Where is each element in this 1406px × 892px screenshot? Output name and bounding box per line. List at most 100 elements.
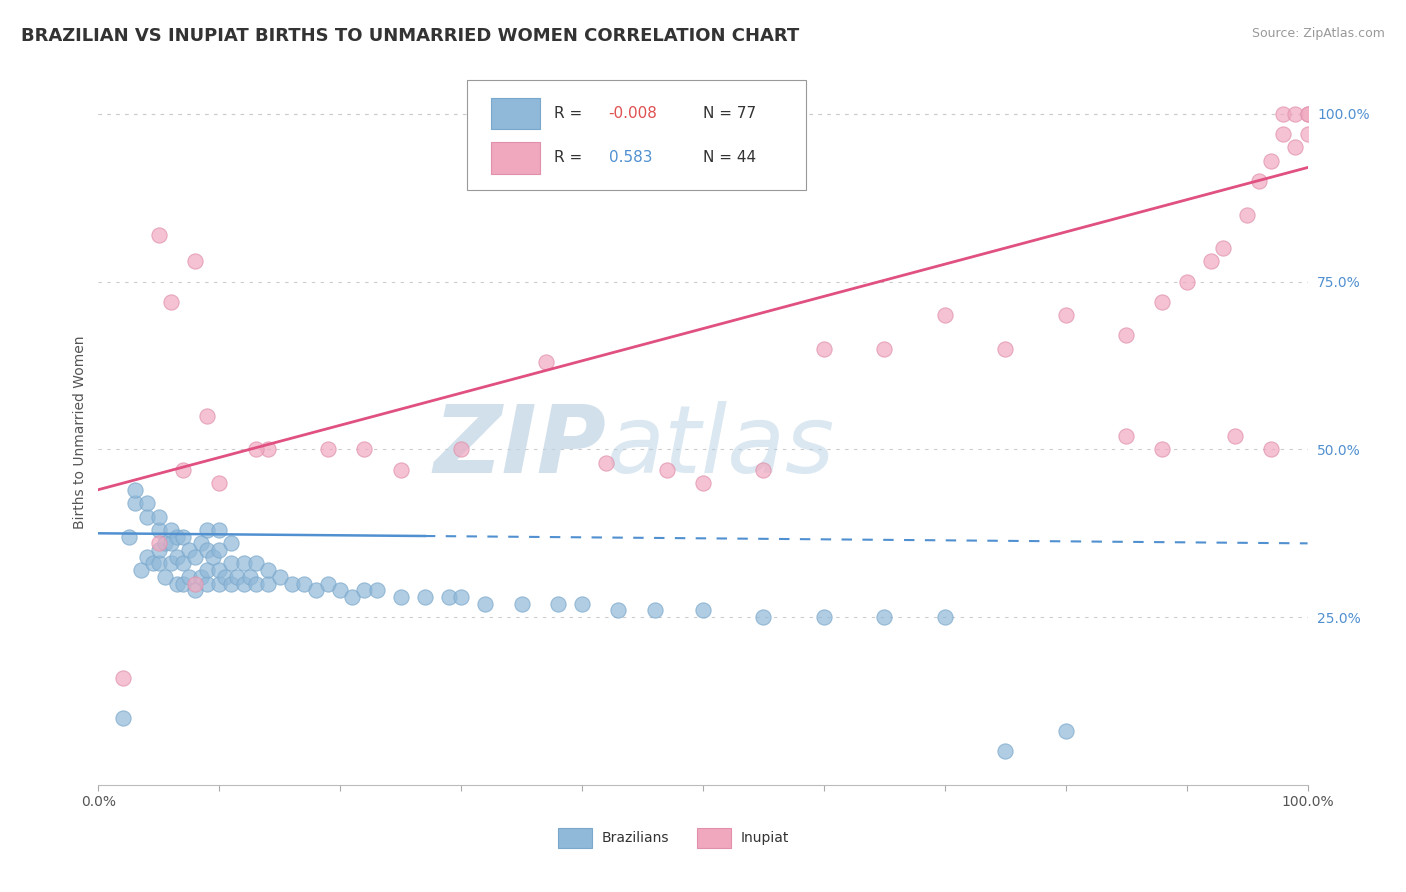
Point [256,563,278,577]
Point [148,543,170,558]
Point [208,563,231,577]
Point [172,576,194,591]
Point [692,603,714,617]
Point [1152,442,1174,457]
Point [353,442,375,457]
Point [571,597,593,611]
Point [245,442,267,457]
Point [1212,241,1234,255]
Point [644,603,666,617]
Point [1284,140,1306,154]
Point [214,570,236,584]
Point [450,442,472,457]
Point [305,583,328,598]
Point [135,509,157,524]
Point [1296,107,1319,121]
Point [1260,442,1282,457]
Point [195,576,218,591]
Text: Source: ZipAtlas.com: Source: ZipAtlas.com [1251,27,1385,40]
Point [232,557,254,571]
Text: BRAZILIAN VS INUPIAT BIRTHS TO UNMARRIED WOMEN CORRELATION CHART: BRAZILIAN VS INUPIAT BIRTHS TO UNMARRIED… [21,27,800,45]
Point [160,557,183,571]
Point [160,536,183,550]
Point [160,523,183,537]
Point [184,583,207,598]
Bar [697,828,731,847]
Point [221,536,243,550]
Point [226,570,249,584]
Point [813,342,835,356]
Point [172,462,194,476]
Point [179,543,201,558]
Point [353,583,375,598]
Point [245,576,267,591]
Point [1249,174,1271,188]
Point [166,549,188,564]
Point [934,610,956,624]
Point [1223,429,1246,443]
Point [221,576,243,591]
Point [595,456,617,470]
Point [166,530,188,544]
Point [1260,153,1282,168]
Bar [492,97,540,129]
Text: ZIP: ZIP [433,401,606,492]
Point [994,342,1017,356]
Point [148,227,170,242]
Point [1296,127,1319,141]
Point [510,597,533,611]
Point [148,536,170,550]
Point [1054,724,1077,739]
Point [202,549,225,564]
Point [281,576,304,591]
Point [1054,308,1077,322]
Point [752,610,775,624]
Point [160,294,183,309]
Point [148,509,170,524]
Point [153,536,176,550]
Text: R =: R = [554,150,588,165]
Point [316,576,339,591]
Point [190,536,212,550]
Point [329,583,352,598]
Text: Brazilians: Brazilians [602,830,669,845]
Point [111,711,134,725]
Point [195,523,218,537]
Point [166,576,188,591]
Point [1272,127,1295,141]
Point [1296,107,1319,121]
Point [873,610,896,624]
Point [111,671,134,685]
Point [752,462,775,476]
Point [221,557,243,571]
Point [172,557,194,571]
Point [692,475,714,490]
Text: N = 44: N = 44 [703,150,756,165]
Point [184,254,207,268]
Point [135,496,157,510]
Point [1115,429,1137,443]
Point [1175,275,1198,289]
Point [208,475,231,490]
Point [1152,294,1174,309]
Point [208,576,231,591]
Point [179,570,201,584]
Point [148,523,170,537]
Point [1284,107,1306,121]
Point [389,590,412,604]
Point [994,744,1017,758]
Point [873,342,896,356]
Point [389,462,412,476]
Point [1115,328,1137,343]
Point [813,610,835,624]
Point [366,583,388,598]
Point [208,523,231,537]
Point [124,483,146,497]
Point [413,590,436,604]
Text: Inupiat: Inupiat [741,830,789,845]
Bar [558,828,592,847]
Point [607,603,630,617]
Text: N = 77: N = 77 [703,106,756,121]
Point [232,576,254,591]
FancyBboxPatch shape [467,80,806,189]
